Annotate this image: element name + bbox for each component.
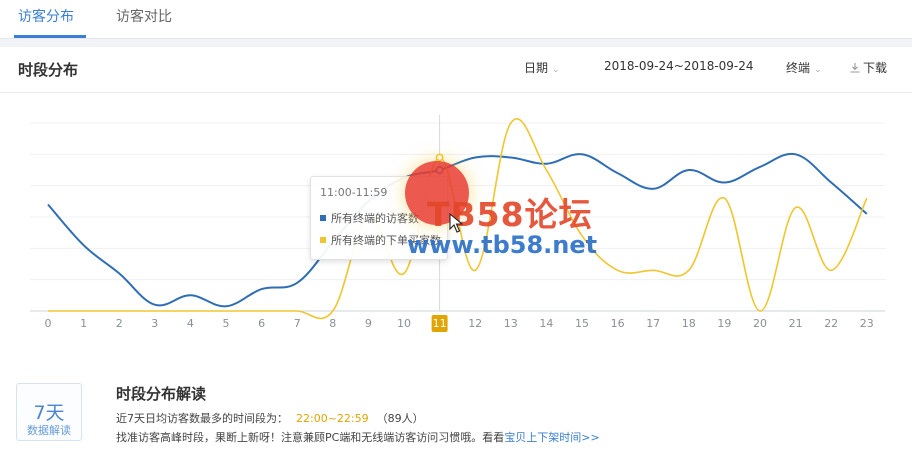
x-tick-label: 4 bbox=[187, 317, 194, 330]
watermark-url: www.tb58.net bbox=[407, 231, 598, 259]
tab-visitor-comparison[interactable]: 访客对比 bbox=[116, 9, 172, 25]
tooltip-row-buyers: 所有终端的下单买家数 bbox=[320, 232, 441, 248]
tab-visitor-distribution[interactable]: 访客分布 bbox=[18, 9, 74, 25]
terminal-dropdown[interactable]: 终端 ⌄ bbox=[786, 59, 822, 76]
watermark-title: TB58论坛 bbox=[427, 195, 593, 234]
watermark-logo-circle bbox=[405, 161, 469, 225]
x-tick-label: 20 bbox=[753, 317, 767, 330]
tooltip-row-visitors: 所有终端的访客数 bbox=[320, 210, 419, 226]
date-range[interactable]: 2018-09-24~2018-09-24 bbox=[604, 59, 754, 73]
x-tick-label: 5 bbox=[223, 317, 230, 330]
x-tick-label: 2 bbox=[116, 317, 123, 330]
tooltip-series2-label: 所有终端的下单买家数 bbox=[331, 234, 441, 247]
x-tick-label: 11 bbox=[433, 317, 447, 330]
x-tick-label: 23 bbox=[860, 317, 874, 330]
interpretation-line-2: 找准访客高峰时段，果断上新呀！注意兼顾PC端和无线端访客访问习惯哦。看看宝贝上下… bbox=[116, 429, 600, 445]
download-button[interactable]: 下载 bbox=[850, 59, 887, 76]
x-tick-label: 14 bbox=[539, 317, 553, 330]
interpretation-title: 时段分布解读 bbox=[116, 385, 207, 403]
x-tick-label: 21 bbox=[789, 317, 803, 330]
badge-main-text: 7天 bbox=[33, 402, 65, 424]
tooltip-time: 11:00-11:59 bbox=[320, 186, 388, 199]
listing-time-link[interactable]: 宝贝上下架时间>> bbox=[504, 431, 600, 444]
chevron-down-icon: ⌄ bbox=[552, 65, 560, 75]
x-tick-label: 22 bbox=[824, 317, 838, 330]
terminal-dropdown-label: 终端 bbox=[786, 61, 811, 75]
data-point-marker bbox=[435, 153, 444, 162]
active-tick-badge bbox=[431, 315, 448, 332]
x-tick-label: 10 bbox=[397, 317, 411, 330]
seven-day-data-badge[interactable]: 7天 数据解读 bbox=[16, 383, 82, 441]
x-tick-label: 17 bbox=[646, 317, 660, 330]
download-icon bbox=[850, 63, 860, 73]
badge-sub-text: 数据解读 bbox=[27, 424, 71, 437]
header-separator bbox=[0, 92, 912, 93]
date-dropdown[interactable]: 日期 ⌄ bbox=[524, 59, 560, 76]
series-line-buyers bbox=[48, 118, 868, 320]
x-tick-label: 18 bbox=[682, 317, 696, 330]
chart-series bbox=[47, 118, 868, 320]
x-tick-label: 13 bbox=[504, 317, 518, 330]
active-tab-indicator bbox=[14, 35, 86, 38]
section-divider bbox=[0, 39, 912, 47]
tip-text: 找准访客高峰时段，果断上新呀！注意兼顾PC端和无线端访客访问习惯哦。看看 bbox=[116, 431, 505, 444]
x-tick-label: 16 bbox=[611, 317, 625, 330]
x-tick-label: 8 bbox=[329, 317, 336, 330]
tooltip-series1-label: 所有终端的访客数 bbox=[331, 212, 419, 225]
peak-time-value: 22:00~22:59 bbox=[296, 412, 369, 425]
time-distribution-chart: 0 1 2 3 4 5 6 7 8 9 10 11 12 13 14 15 16 17 18 19 20 21 22 23 bbox=[30, 115, 885, 332]
series-line-visitors bbox=[47, 152, 868, 308]
peak-time-prefix: 近7天日均访客数最多的时间段为： bbox=[116, 412, 288, 425]
peak-time-count: （89人） bbox=[376, 412, 424, 425]
x-tick-label: 12 bbox=[468, 317, 482, 330]
date-dropdown-label: 日期 bbox=[524, 61, 549, 75]
mouse-cursor-icon bbox=[449, 213, 463, 233]
x-tick-label: 6 bbox=[258, 317, 265, 330]
download-label: 下载 bbox=[863, 61, 888, 75]
legend-swatch-buyers bbox=[320, 237, 326, 243]
x-tick-label: 15 bbox=[575, 317, 589, 330]
x-tick-label: 9 bbox=[365, 317, 372, 330]
legend-swatch-visitors bbox=[320, 215, 326, 221]
chevron-down-icon: ⌄ bbox=[814, 65, 822, 75]
x-tick-label: 3 bbox=[151, 317, 158, 330]
interpretation-line-1: 近7天日均访客数最多的时间段为： 22:00~22:59 （89人） bbox=[116, 410, 424, 426]
section-title: 时段分布 bbox=[18, 61, 79, 79]
tab-bar: 访客分布 访客对比 bbox=[0, 0, 912, 39]
x-tick-label: 1 bbox=[80, 317, 87, 330]
x-tick-label: 19 bbox=[717, 317, 731, 330]
x-tick-label: 0 bbox=[45, 317, 52, 330]
chart-grid bbox=[30, 122, 885, 312]
x-tick-label: 7 bbox=[294, 317, 301, 330]
chart-x-ticks: 0 1 2 3 4 5 6 7 8 9 10 11 12 13 14 15 16 17 18 19 20 21 22 23 bbox=[45, 315, 874, 332]
